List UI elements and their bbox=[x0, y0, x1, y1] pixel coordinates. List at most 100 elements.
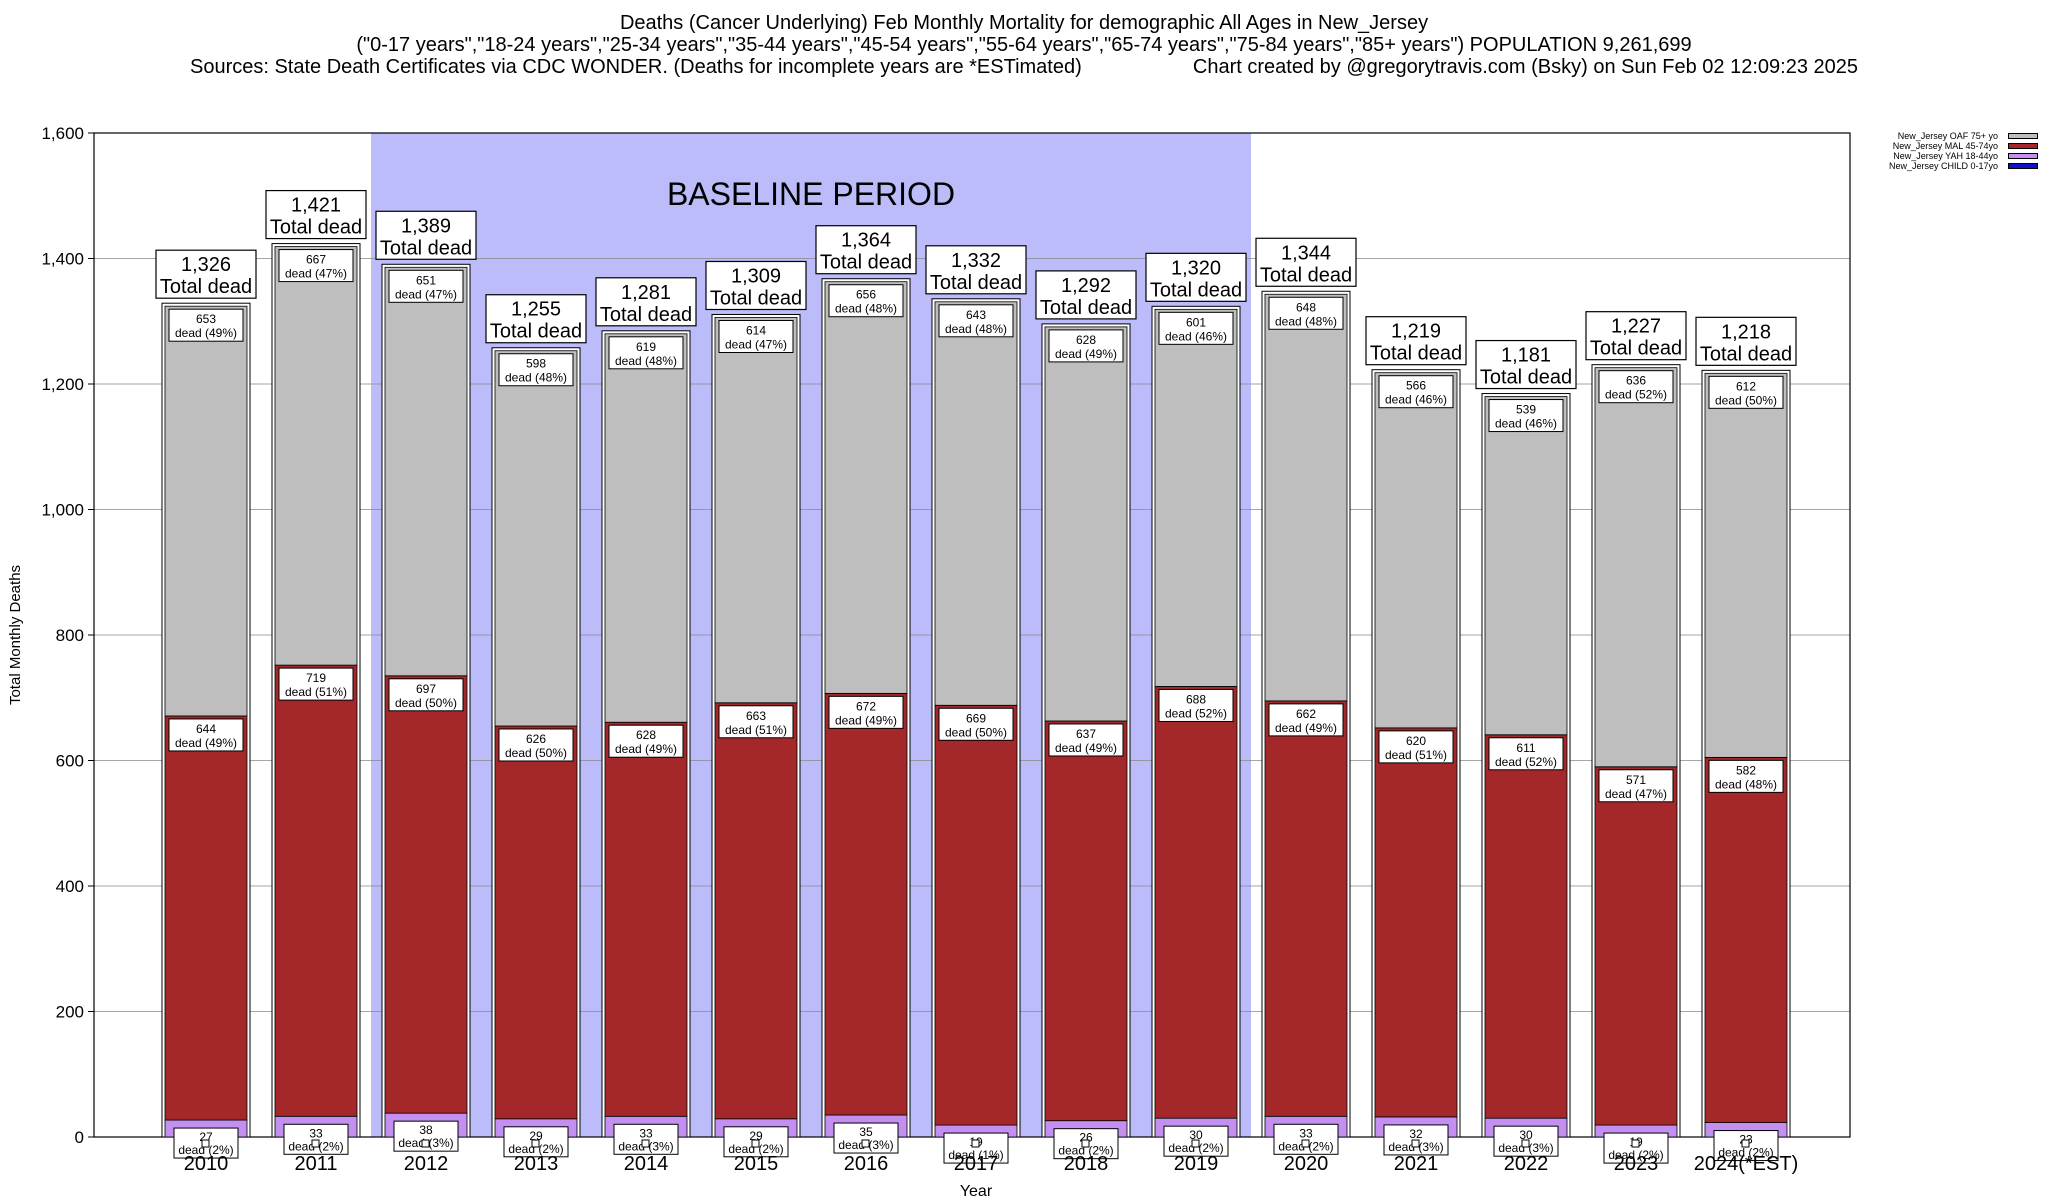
legend-label: New_Jersey YAH 18-44yo bbox=[1893, 151, 1998, 161]
oaf-label-box bbox=[498, 353, 574, 387]
total-value-label: 1,389 bbox=[401, 215, 451, 237]
oaf-label-box bbox=[388, 269, 464, 303]
y-tick-label: 1,400 bbox=[41, 250, 84, 269]
oaf-label-box bbox=[718, 319, 794, 353]
total-suffix-label: Total dead bbox=[160, 276, 252, 298]
bar-mal bbox=[1594, 766, 1678, 1126]
chart-credit: Chart created by @gregorytravis.com (Bsk… bbox=[1192, 56, 1859, 78]
oaf-pct-label: dead (52%) bbox=[1605, 388, 1667, 402]
bar-mal bbox=[1154, 686, 1238, 1119]
child-marker bbox=[641, 1139, 650, 1148]
x-tick-label: 2023 bbox=[1614, 1153, 1659, 1175]
bar-oaf bbox=[604, 333, 688, 723]
y-tick-label: 1,000 bbox=[41, 501, 84, 520]
mal-value-label: 620 bbox=[1406, 734, 1426, 748]
total-value-label: 1,227 bbox=[1611, 316, 1661, 338]
oaf-label-box bbox=[1488, 399, 1564, 433]
mal-label-box bbox=[498, 728, 574, 762]
mal-value-label: 688 bbox=[1186, 692, 1206, 706]
y-tick-label: 600 bbox=[56, 752, 84, 771]
yah-label-box bbox=[173, 1127, 239, 1159]
yah-label-box bbox=[1713, 1130, 1779, 1162]
oaf-pct-label: dead (47%) bbox=[395, 287, 457, 301]
oaf-value-label: 566 bbox=[1406, 379, 1426, 393]
total-suffix-label: Total dead bbox=[270, 217, 362, 239]
mal-value-label: 719 bbox=[306, 671, 326, 685]
child-marker bbox=[531, 1139, 540, 1148]
chart-header: Deaths (Cancer Underlying) Feb Monthly M… bbox=[0, 12, 2048, 78]
child-marker bbox=[751, 1139, 760, 1148]
oaf-pct-label: dead (48%) bbox=[835, 302, 897, 316]
yah-value-label: 33 bbox=[639, 1126, 653, 1140]
total-label-box bbox=[815, 225, 917, 275]
legend-label: New_Jersey MAL 45-74yo bbox=[1892, 141, 1998, 151]
yah-pct-label: dead (2%) bbox=[1718, 1146, 1773, 1160]
child-marker bbox=[311, 1139, 320, 1148]
x-tick-label: 2015 bbox=[734, 1153, 779, 1175]
bar-mal bbox=[1484, 734, 1568, 1119]
oaf-pct-label: dead (48%) bbox=[1275, 314, 1337, 328]
yah-value-label: 33 bbox=[1299, 1126, 1313, 1140]
mal-value-label: 644 bbox=[196, 722, 216, 736]
total-value-label: 1,281 bbox=[621, 282, 671, 304]
yah-pct-label: dead (1%) bbox=[948, 1148, 1003, 1162]
mal-label-box bbox=[828, 695, 904, 729]
oaf-label-box bbox=[1378, 375, 1454, 409]
total-value-label: 1,332 bbox=[951, 250, 1001, 272]
oaf-label-box bbox=[1268, 296, 1344, 330]
oaf-label-box bbox=[278, 249, 354, 283]
chart-legend: New_Jersey OAF 75+ yo New_Jersey MAL 45-7… bbox=[1870, 131, 2040, 171]
mal-pct-label: dead (52%) bbox=[1165, 706, 1227, 720]
yah-label-box bbox=[283, 1123, 349, 1155]
oaf-value-label: 628 bbox=[1076, 333, 1096, 347]
oaf-label-box bbox=[1048, 329, 1124, 363]
bar-oaf bbox=[1594, 367, 1678, 768]
total-label-box bbox=[1255, 237, 1357, 287]
total-value-label: 1,364 bbox=[841, 230, 891, 252]
total-label-box bbox=[485, 294, 587, 344]
total-label-box bbox=[375, 210, 477, 260]
total-suffix-label: Total dead bbox=[1480, 367, 1572, 389]
bar-mal bbox=[384, 675, 468, 1114]
bar-mal bbox=[1264, 700, 1348, 1117]
yah-value-label: 38 bbox=[419, 1123, 433, 1137]
mal-value-label: 626 bbox=[526, 732, 546, 746]
mal-value-label: 697 bbox=[416, 682, 436, 696]
child-marker bbox=[1411, 1139, 1420, 1148]
child-marker bbox=[1301, 1139, 1310, 1148]
mal-value-label: 628 bbox=[636, 728, 656, 742]
yah-value-label: 30 bbox=[1189, 1128, 1203, 1142]
x-axis-title: Year bbox=[960, 1183, 993, 1200]
total-value-label: 1,326 bbox=[181, 254, 231, 276]
yah-value-label: 29 bbox=[529, 1129, 543, 1143]
total-value-label: 1,344 bbox=[1281, 242, 1331, 264]
bar-mal bbox=[164, 715, 248, 1121]
chart-sources: Sources: State Death Certificates via CD… bbox=[189, 56, 1082, 78]
x-tick-label: 2016 bbox=[844, 1153, 889, 1175]
total-value-label: 1,218 bbox=[1721, 321, 1771, 343]
mal-label-box bbox=[1268, 703, 1344, 737]
yah-pct-label: dead (2%) bbox=[508, 1142, 563, 1156]
total-label-box bbox=[1585, 311, 1687, 361]
yah-value-label: 30 bbox=[1519, 1128, 1533, 1142]
total-suffix-label: Total dead bbox=[710, 287, 802, 309]
x-tick-label: 2019 bbox=[1174, 1153, 1219, 1175]
mal-label-box bbox=[1158, 688, 1234, 722]
mal-label-box bbox=[388, 678, 464, 712]
bar-mal bbox=[1044, 720, 1128, 1122]
x-tick-label: 2024(*EST) bbox=[1694, 1153, 1799, 1175]
yah-pct-label: dead (2%) bbox=[1058, 1144, 1113, 1158]
mal-value-label: 637 bbox=[1076, 727, 1096, 741]
bar-mal bbox=[494, 725, 578, 1120]
mal-value-label: 571 bbox=[1626, 773, 1646, 787]
x-tick-label: 2018 bbox=[1064, 1153, 1109, 1175]
bar-mal bbox=[824, 692, 908, 1116]
mal-pct-label: dead (51%) bbox=[285, 685, 347, 699]
oaf-value-label: 651 bbox=[416, 273, 436, 287]
chart-subtitle: ("0-17 years","18-24 years","25-34 years… bbox=[356, 34, 1692, 56]
child-marker bbox=[421, 1139, 430, 1148]
legend-swatch bbox=[2008, 143, 2038, 149]
bar-oaf bbox=[1044, 326, 1128, 722]
bar-oaf bbox=[1154, 308, 1238, 687]
total-suffix-label: Total dead bbox=[1150, 279, 1242, 301]
